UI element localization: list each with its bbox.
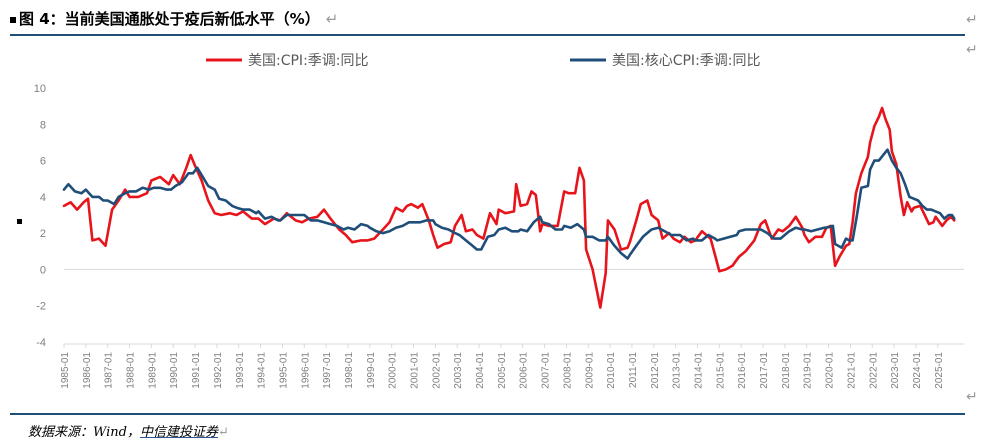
top-rule [10,34,965,36]
y-tick-label: 2 [40,228,46,240]
return-arrow-icon: ↵ [966,42,978,58]
x-tick-label: 2011-01 [628,352,639,388]
x-tick-label: 1989-01 [147,352,158,389]
y-tick-label: 4 [40,192,46,204]
x-tick-label: 1999-01 [366,352,377,389]
source-company: 中信建投证券 [140,425,219,440]
x-tick-label: 2010-01 [606,352,617,389]
x-tick-label: 2003-01 [453,352,464,389]
paragraph-bullet-icon [17,219,22,224]
x-tick-label: 1998-01 [344,352,355,389]
figure-title: 图 4：当前美国通胀处于疫后新低水平（%） ↵ [10,8,338,29]
cpi-series-line [62,106,956,309]
x-tick-label: 1990-01 [169,352,180,389]
x-tick-label: 2000-01 [388,352,399,389]
x-tick-label: 2006-01 [519,352,530,389]
source-prefix: 数据来源：Wind， [28,425,140,440]
x-tick-label: 2018-01 [781,352,792,389]
figure-title-text: 图 4：当前美国通胀处于疫后新低水平（%） [19,10,320,28]
x-tick-label: 2002-01 [431,352,442,389]
return-arrow-icon: ↵ [325,10,339,28]
x-tick-label: 1991-01 [191,352,202,389]
y-tick-label: -2 [36,301,46,313]
x-tick-label: 1997-01 [322,352,333,389]
x-tick-label: 2021-01 [846,352,857,389]
return-arrow-icon: ↵ [218,425,229,440]
legend-label: 美国:核心CPI:季调:同比 [612,53,761,69]
x-tick-label: 2012-01 [650,352,661,389]
y-tick-label: 6 [40,156,46,168]
figure-header: 图 4：当前美国通胀处于疫后新低水平（%） ↵ [10,8,980,34]
x-tick-label: 2022-01 [868,352,879,389]
x-tick-label: 2009-01 [584,352,595,389]
x-tick-label: 2007-01 [541,352,552,389]
y-tick-label: -4 [36,337,46,349]
y-axis: -4 -2 0 2 4 6 8 10 [34,83,964,349]
return-arrow-icon: ↵ [966,389,978,405]
x-tick-label: 2015-01 [715,352,726,389]
y-tick-label: 0 [40,264,46,276]
y-tick-label: 8 [40,119,46,131]
x-tick-label: 2025-01 [934,352,945,389]
core-cpi-series-line [62,148,956,260]
x-tick-label: 1994-01 [257,352,268,389]
x-tick-label: 1996-01 [300,352,311,389]
x-tick-label: 2016-01 [737,352,748,389]
y-tick-label: 10 [34,83,46,95]
x-tick-label: 2014-01 [693,352,704,389]
x-tick-label: 2005-01 [497,352,508,389]
x-tick-label: 1987-01 [104,352,115,389]
return-arrow-icon: ↵ [966,12,978,28]
x-axis: 1985-01 1986-01 1987-01 1988-01 1989-01 1990-… [60,343,964,389]
chart-legend: 美国:CPI:季调:同比 美国:核心CPI:季调:同比 [206,53,761,69]
x-tick-label: 2019-01 [803,352,814,389]
x-tick-label: 2013-01 [672,352,683,389]
legend-label: 美国:CPI:季调:同比 [248,53,369,69]
x-tick-label: 1992-01 [213,352,224,389]
x-tick-label: 2023-01 [890,352,901,389]
x-tick-label: 2017-01 [759,352,770,389]
plot-area [62,106,956,309]
x-tick-label: 1995-01 [278,352,289,389]
source-note: 数据来源：Wind，中信建投证券↵ [28,421,229,440]
title-square-icon [10,16,16,23]
x-tick-label: 2001-01 [410,352,421,389]
x-tick-label: 1986-01 [82,352,93,389]
x-tick-label: 2004-01 [475,352,486,389]
x-tick-label: 2024-01 [912,352,923,389]
x-tick-label: 1988-01 [126,352,137,389]
x-tick-label: 2020-01 [825,352,836,389]
x-tick-label: 1985-01 [60,352,71,389]
x-tick-label: 2008-01 [562,352,573,389]
x-tick-label: 1993-01 [235,352,246,389]
bottom-rule [10,413,965,415]
